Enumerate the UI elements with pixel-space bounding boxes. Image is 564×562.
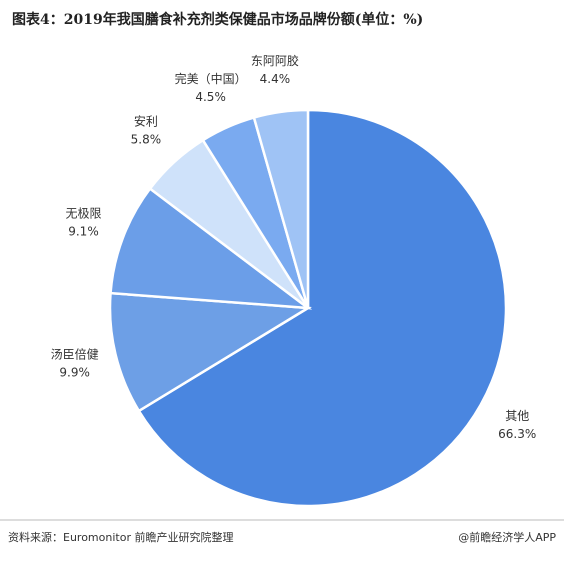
slice-label: 无极限	[65, 207, 101, 221]
slice-label: 安利	[134, 113, 158, 128]
value-label: 9.9%	[59, 366, 90, 380]
source: 资料来源：Euromonitor 前瞻产业研究院整理	[8, 530, 233, 544]
slice-label: 汤臣倍健	[51, 347, 99, 362]
pie-slice	[108, 291, 312, 413]
chart-title: 图表4：2019年我国膳食补充剂类保健品市场品牌份额(单位：%)	[12, 11, 423, 28]
slice-label: 其他	[505, 409, 529, 423]
pie-slice	[109, 186, 313, 310]
slice-label: 东阿阿胶	[251, 53, 299, 68]
pie-slice	[137, 108, 508, 508]
value-label: 66.3%	[498, 427, 536, 441]
slice-label: 完美（中国）	[175, 71, 247, 86]
value-label: 5.8%	[131, 132, 162, 146]
value-label: 4.5%	[195, 90, 226, 104]
value-label: 9.1%	[68, 225, 99, 239]
pie-slice	[252, 108, 310, 309]
footer-brand: @前瞻经济学人APP	[458, 530, 556, 544]
value-label: 4.4%	[260, 72, 291, 86]
